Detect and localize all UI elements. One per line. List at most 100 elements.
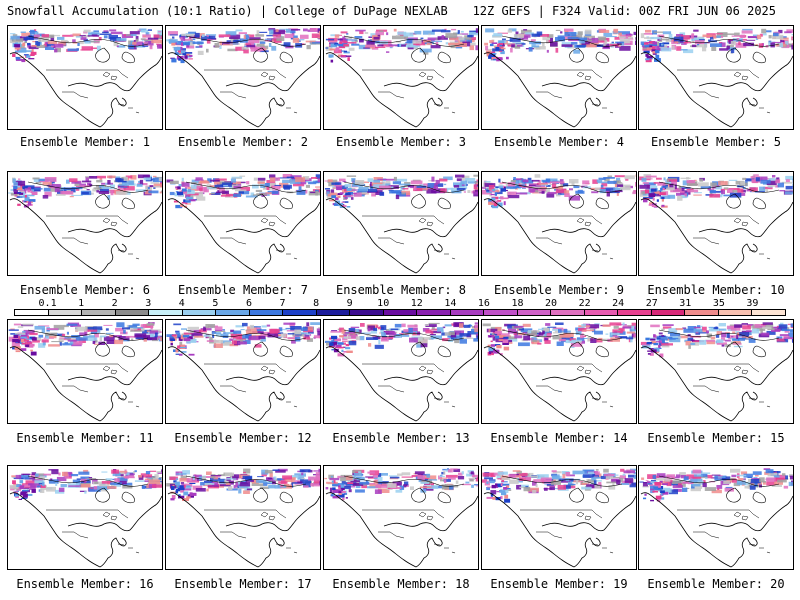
coastline-borders xyxy=(9,329,162,422)
valid-time-label: 12Z GEFS | F324 Valid: 00Z FRI JUN 06 20… xyxy=(472,4,776,18)
ensemble-member-map-18 xyxy=(323,465,479,570)
ensemble-member-map-3 xyxy=(323,25,479,130)
ensemble-member-map-2 xyxy=(165,25,321,130)
colorbar-swatch xyxy=(15,310,49,315)
snowfall-map xyxy=(9,28,162,128)
snowfall-shading xyxy=(324,322,478,357)
snowfall-map xyxy=(9,469,162,568)
ensemble-member-label: Ensemble Member: 4 xyxy=(493,135,625,149)
colorbar-swatches xyxy=(14,309,786,316)
ensemble-member-map-7 xyxy=(165,171,321,276)
snowfall-map xyxy=(166,468,320,568)
colorbar-swatch xyxy=(651,310,686,315)
ensemble-member-label: Ensemble Member: 8 xyxy=(335,283,467,297)
snowfall-map xyxy=(325,28,478,128)
snowfall-map xyxy=(640,322,793,422)
colorbar-swatch xyxy=(450,310,485,315)
snowfall-map xyxy=(8,322,162,422)
ensemble-member-label: Ensemble Member: 12 xyxy=(174,431,312,445)
colorbar-swatch xyxy=(618,310,652,315)
snowfall-colorbar: 0.1 1 2 3 4 5 6 7 8 9 10 12 14 16 18 20 22 24 27 31 35 39 xyxy=(14,298,786,318)
coastline-borders xyxy=(483,35,636,128)
colorbar-tick-label: 9 xyxy=(346,298,353,309)
snowfall-map xyxy=(639,174,793,274)
ensemble-member-label: Ensemble Member: 16 xyxy=(16,577,154,591)
snowfall-shading xyxy=(8,174,162,208)
ensemble-member-map-5 xyxy=(638,25,794,130)
snowfall-map xyxy=(166,322,320,422)
colorbar-tick-label: 18 xyxy=(511,298,524,309)
colorbar-tick-label: 12 xyxy=(410,298,423,309)
snowfall-shading xyxy=(9,28,162,63)
snowfall-shading xyxy=(8,322,162,356)
snowfall-map xyxy=(324,468,478,568)
snowfall-map xyxy=(482,468,636,568)
colorbar-tick-label: 22 xyxy=(578,298,591,309)
map-title: Snowfall Accumulation (10:1 Ratio) | Col… xyxy=(7,4,448,18)
colorbar-swatch xyxy=(551,310,585,315)
colorbar-swatch xyxy=(584,310,619,315)
colorbar-swatch xyxy=(149,310,183,315)
ensemble-member-map-20 xyxy=(638,465,794,570)
ensemble-member-label: Ensemble Member: 10 xyxy=(647,283,785,297)
colorbar-swatch xyxy=(115,310,150,315)
snowfall-shading xyxy=(9,469,162,500)
snowfall-shading xyxy=(482,322,636,356)
colorbar-swatch xyxy=(82,310,116,315)
colorbar-swatch xyxy=(517,310,552,315)
colorbar-swatch xyxy=(350,310,384,315)
ensemble-member-map-4 xyxy=(481,25,637,130)
colorbar-labels: 0.1 1 2 3 4 5 6 7 8 9 10 12 14 16 18 20 22 24 27 31 35 39 xyxy=(14,298,786,309)
colorbar-tick-label: 27 xyxy=(645,298,658,309)
snowfall-shading xyxy=(324,174,478,208)
ensemble-member-label: Ensemble Member: 18 xyxy=(332,577,470,591)
snowfall-map xyxy=(166,28,320,128)
snowfall-shading xyxy=(639,468,793,502)
colorbar-tick-label: 4 xyxy=(178,298,185,309)
ensemble-member-label: Ensemble Member: 17 xyxy=(174,577,312,591)
colorbar-swatch xyxy=(685,310,719,315)
ensemble-member-map-10 xyxy=(638,171,794,276)
ensemble-member-map-12 xyxy=(165,319,321,424)
colorbar-tick-label: 14 xyxy=(444,298,457,309)
ensemble-member-map-1 xyxy=(7,25,163,130)
colorbar-swatch xyxy=(216,310,250,315)
colorbar-swatch xyxy=(718,310,753,315)
colorbar-swatch xyxy=(182,310,217,315)
snowfall-shading xyxy=(166,174,320,209)
colorbar-swatch xyxy=(383,310,418,315)
ensemble-member-label: Ensemble Member: 1 xyxy=(19,135,151,149)
snowfall-map xyxy=(8,174,162,274)
colorbar-tick-label: 6 xyxy=(245,298,252,309)
ensemble-member-label: Ensemble Member: 6 xyxy=(19,283,151,297)
colorbar-tick-label: 20 xyxy=(545,298,558,309)
ensemble-member-label: Ensemble Member: 7 xyxy=(177,283,309,297)
ensemble-member-label: Ensemble Member: 14 xyxy=(490,431,628,445)
colorbar-tick-label: 5 xyxy=(212,298,219,309)
ensemble-member-map-19 xyxy=(481,465,637,570)
colorbar-tick-label: 0.1 xyxy=(38,298,57,309)
colorbar-swatch xyxy=(316,310,351,315)
colorbar-tick-label: 2 xyxy=(111,298,118,309)
ensemble-member-label: Ensemble Member: 20 xyxy=(647,577,785,591)
ensemble-member-map-17 xyxy=(165,465,321,570)
colorbar-tick-label: 3 xyxy=(145,298,152,309)
ensemble-member-map-16 xyxy=(7,465,163,570)
ensemble-member-label: Ensemble Member: 3 xyxy=(335,135,467,149)
colorbar-tick-label: 39 xyxy=(746,298,759,309)
ensemble-member-map-11 xyxy=(7,319,163,424)
ensemble-member-map-6 xyxy=(7,171,163,276)
snowfall-shading xyxy=(166,322,320,356)
ensemble-member-label: Ensemble Member: 11 xyxy=(16,431,154,445)
snowfall-shading xyxy=(639,174,793,208)
snowfall-map xyxy=(483,28,636,128)
snowfall-map xyxy=(640,28,793,128)
colorbar-swatch xyxy=(249,310,284,315)
ensemble-member-label: Ensemble Member: 13 xyxy=(332,431,470,445)
colorbar-tick-label: 10 xyxy=(377,298,390,309)
colorbar-swatch xyxy=(484,310,518,315)
colorbar-tick-label: 31 xyxy=(679,298,692,309)
snowfall-map xyxy=(166,174,320,274)
snowfall-map xyxy=(324,174,478,274)
snowfall-shading xyxy=(325,28,478,63)
